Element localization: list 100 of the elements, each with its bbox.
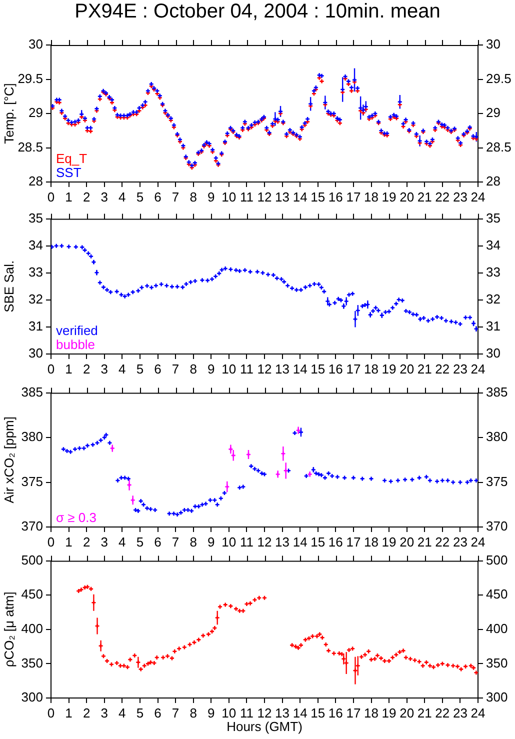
y2-tick-label: 29	[486, 105, 500, 120]
x-tick-label: 14	[292, 189, 308, 204]
x-tick-label: 24	[470, 705, 486, 720]
x-tick-label: 8	[190, 705, 197, 720]
x-tick-label: 17	[346, 361, 361, 376]
x-tick-label: 21	[417, 189, 432, 204]
y2-tick-label: 370	[486, 518, 508, 534]
x-tick-label: 0	[47, 705, 55, 720]
x-tick-label: 10	[222, 189, 236, 204]
x-tick-label: 4	[118, 705, 126, 720]
y2-tick-label: 34	[486, 237, 500, 252]
x-tick-label: 5	[136, 189, 144, 204]
x-tick-label: 11	[240, 189, 254, 204]
x-tick-label: 24	[470, 189, 486, 204]
x-tick-label: 14	[292, 534, 308, 550]
y-axis-title: Air xCO₂ [ppm]	[1, 416, 16, 504]
x-tick-label: 19	[382, 534, 396, 550]
y2-tick-label: 380	[486, 429, 508, 444]
x-tick-label: 10	[222, 534, 236, 550]
x-tick-label: 5	[136, 534, 144, 550]
x-tick-label: 2	[82, 189, 90, 204]
x-tick-label: 18	[364, 534, 378, 550]
x-tick-label: 12	[257, 361, 272, 376]
x-tick-label: 16	[328, 534, 343, 550]
y2-tick-label: 30	[486, 346, 500, 361]
x-tick-label: 1	[65, 534, 72, 550]
y2-tick-label: 500	[486, 552, 508, 568]
x-tick-label: 13	[275, 189, 290, 204]
y-tick-label: 34	[28, 237, 43, 252]
x-tick-label: 23	[452, 361, 468, 376]
x-tick-label: 14	[292, 361, 308, 376]
x-tick-label: 2	[82, 534, 90, 550]
x-tick-label: 8	[190, 534, 197, 550]
y-tick-label: 385	[21, 384, 43, 400]
x-tick-label: 6	[154, 189, 162, 204]
y-axis-title: ρCO₂ [μ atm]	[1, 592, 16, 668]
x-tick-label: 16	[328, 361, 343, 376]
x-tick-label: 0	[47, 361, 55, 376]
x-tick-label: 11	[240, 534, 254, 550]
x-tick-label: 19	[382, 705, 396, 720]
y-axis-title: Temp. [°C]	[1, 83, 16, 144]
x-tick-label: 24	[470, 361, 486, 376]
text: σ ≥ 0.3	[56, 510, 96, 525]
y-tick-label: 380	[21, 429, 43, 444]
x-tick-label: 12	[257, 534, 272, 550]
x-tick-label: 22	[435, 705, 450, 720]
y2-tick-label: 350	[486, 655, 508, 670]
x-tick-label: 21	[417, 534, 432, 550]
y-tick-label: 30	[28, 36, 43, 52]
y-tick-label: 31	[28, 318, 43, 334]
x-tick-label: 23	[452, 705, 468, 720]
y-tick-label: 370	[21, 518, 43, 534]
x-tick-label: 17	[346, 189, 361, 204]
y2-tick-label: 30	[486, 36, 500, 52]
chart-title: PX94E : October 04, 2004 : 10min. mean	[74, 0, 440, 23]
x-tick-label: 5	[136, 361, 144, 376]
x-tick-label: 8	[190, 361, 197, 376]
x-tick-label: 10	[222, 705, 236, 720]
y2-tick-label: 400	[486, 620, 508, 636]
x-tick-label: 23	[452, 189, 468, 204]
y-tick-label: 450	[21, 586, 43, 602]
x-tick-label: 7	[172, 534, 180, 550]
y2-tick-label: 32	[486, 292, 500, 306]
x-tick-label: 18	[364, 189, 378, 204]
y2-tick-label: 385	[486, 384, 508, 400]
y-tick-label: 400	[21, 620, 43, 636]
legend-label: bubble	[56, 337, 96, 352]
series-label: Eq_T	[56, 151, 88, 166]
x-tick-label: 9	[208, 534, 215, 550]
x-tick-label: 0	[47, 534, 55, 550]
x-tick-label: 23	[452, 534, 468, 550]
x-tick-label: 15	[310, 534, 326, 550]
x-tick-label: 21	[417, 705, 432, 720]
x-tick-label: 24	[470, 534, 486, 550]
x-tick-label: 20	[400, 705, 414, 720]
x-tick-label: 11	[240, 705, 254, 720]
x-tick-label: 15	[310, 705, 326, 720]
y-tick-label: 29.5	[18, 70, 43, 86]
x-tick-label: 4	[118, 361, 126, 376]
y-tick-label: 35	[28, 210, 43, 226]
y-tick-label: 500	[21, 552, 43, 568]
y2-tick-label: 300	[486, 690, 508, 705]
x-tick-label: 3	[100, 361, 108, 376]
x-tick-label: 22	[435, 361, 450, 376]
x-tick-label: 3	[100, 534, 108, 550]
y2-tick-label: 29.5	[486, 70, 512, 86]
x-tick-label: 7	[172, 361, 180, 376]
x-tick-label: 22	[435, 189, 450, 204]
x-tick-label: 21	[417, 361, 432, 376]
y2-tick-label: 31	[486, 318, 500, 334]
x-tick-label: 2	[82, 705, 90, 720]
y-tick-label: 28.5	[18, 139, 43, 154]
y-tick-label: 375	[21, 474, 43, 489]
y2-tick-label: 375	[486, 474, 508, 489]
text: SST	[56, 165, 82, 180]
x-tick-label: 18	[364, 705, 378, 720]
x-tick-label: 6	[154, 534, 162, 550]
x-tick-label: 9	[208, 705, 215, 720]
y-tick-label: 28	[28, 174, 43, 189]
x-tick-label: 12	[257, 189, 272, 204]
